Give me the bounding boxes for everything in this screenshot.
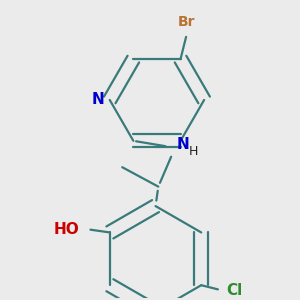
Text: Cl: Cl	[226, 283, 242, 298]
Text: N: N	[92, 92, 104, 107]
Text: N: N	[176, 137, 189, 152]
Text: HO: HO	[54, 222, 79, 237]
Text: Br: Br	[177, 14, 195, 28]
Text: H: H	[189, 146, 198, 158]
